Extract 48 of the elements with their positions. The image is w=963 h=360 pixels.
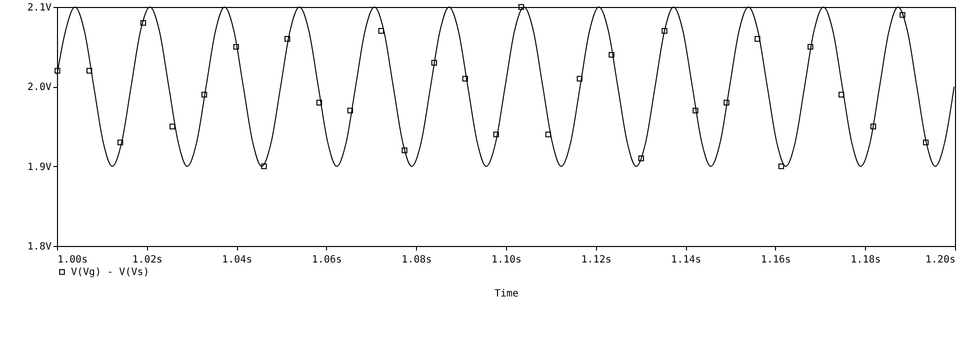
y-tick-label: 2.1V bbox=[27, 2, 52, 14]
point bbox=[170, 124, 176, 130]
x-tick-label: 1.16s bbox=[760, 254, 791, 266]
point bbox=[347, 108, 354, 114]
point bbox=[608, 52, 614, 58]
x-tick-label: 1.20s bbox=[925, 254, 956, 266]
point bbox=[86, 68, 92, 74]
point bbox=[518, 4, 524, 10]
x-tick-label: 1.12s bbox=[581, 254, 612, 266]
x-tick-label: 1.00s bbox=[58, 254, 88, 266]
point bbox=[754, 36, 760, 42]
point bbox=[778, 163, 784, 170]
point bbox=[900, 12, 906, 18]
point bbox=[662, 28, 668, 34]
point bbox=[201, 92, 208, 98]
x-tick-label: 1.02s bbox=[132, 254, 162, 266]
point bbox=[316, 100, 322, 106]
point bbox=[576, 76, 582, 82]
x-tick-label: 1.18s bbox=[850, 254, 881, 266]
point bbox=[233, 44, 239, 50]
point bbox=[493, 132, 499, 138]
x-axis-title: Time bbox=[494, 288, 519, 300]
point bbox=[922, 140, 929, 146]
point bbox=[402, 148, 408, 154]
point bbox=[54, 68, 60, 74]
x-tick-label: 1.10s bbox=[491, 254, 522, 266]
point bbox=[378, 28, 384, 34]
point bbox=[808, 44, 814, 50]
point bbox=[261, 163, 267, 170]
point bbox=[638, 156, 644, 162]
x-tick-label: 1.08s bbox=[402, 254, 432, 266]
point bbox=[140, 20, 146, 26]
point bbox=[431, 60, 438, 66]
point bbox=[724, 100, 730, 106]
y-tick-label: 1.8V bbox=[27, 242, 52, 252]
point bbox=[870, 124, 876, 130]
point bbox=[545, 132, 552, 138]
y-tick-label: 1.9V bbox=[27, 162, 52, 173]
point bbox=[462, 76, 468, 82]
point bbox=[117, 140, 124, 146]
point bbox=[838, 92, 844, 98]
point bbox=[692, 108, 698, 114]
point bbox=[284, 36, 290, 42]
legend-label: V(Vg) - V(Vs) bbox=[71, 267, 150, 278]
x-tick-label: 1.06s bbox=[312, 254, 342, 266]
y-tick-label: 2.0V bbox=[27, 82, 52, 94]
x-tick-label: 1.14s bbox=[671, 254, 702, 266]
x-tick-label: 1.04s bbox=[222, 254, 252, 266]
